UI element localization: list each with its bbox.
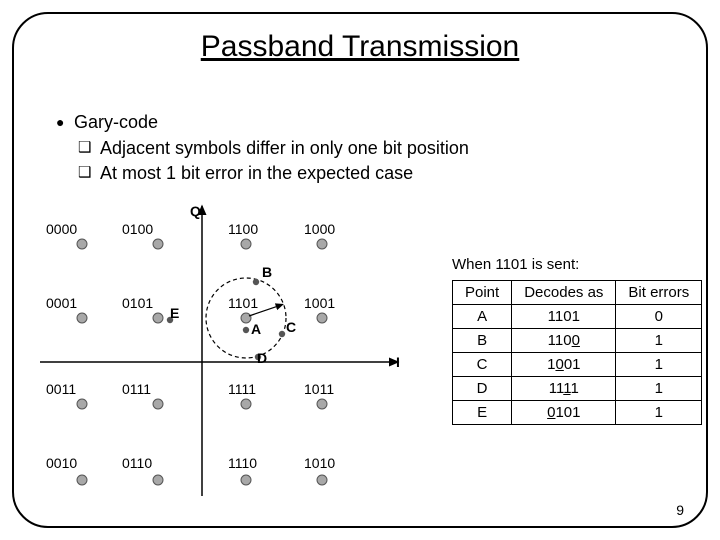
svg-text:Q: Q <box>190 203 201 219</box>
sub-bullet-text: Adjacent symbols differ in only one bit … <box>100 136 469 160</box>
svg-text:1111: 1111 <box>228 381 256 397</box>
svg-text:0001: 0001 <box>46 295 77 311</box>
cell-point: C <box>453 353 512 377</box>
table-header: Decodes as <box>512 281 616 305</box>
cell-point: A <box>453 305 512 329</box>
cell-decodes: 1100 <box>512 329 616 353</box>
sub-bullet-item: ❑ Adjacent symbols differ in only one bi… <box>78 136 680 160</box>
constellation-svg: Q I 0000 0001 0011 0010 0100 0101 0111 0110 1100 11… <box>22 200 418 500</box>
bullet-list: ● Gary-code ❑ Adjacent symbols differ in… <box>56 110 680 186</box>
cell-errors: 1 <box>616 329 702 353</box>
cell-point: B <box>453 329 512 353</box>
page-title: Passband Transmission <box>0 30 720 64</box>
table-row: B11001 <box>453 329 702 353</box>
svg-text:0011: 0011 <box>46 381 76 397</box>
svg-text:A: A <box>251 321 261 337</box>
svg-text:0101: 0101 <box>122 295 153 311</box>
sub-bullet-item: ❑ At most 1 bit error in the expected ca… <box>78 161 680 185</box>
svg-text:1010: 1010 <box>304 455 335 471</box>
constellation-diagram: Q I 0000 0001 0011 0010 0100 0101 0111 0110 1100 11… <box>22 200 418 500</box>
cell-decodes: 1001 <box>512 353 616 377</box>
cell-errors: 1 <box>616 377 702 401</box>
table-header: Point <box>453 281 512 305</box>
sub-bullet-text: At most 1 bit error in the expected case <box>100 161 413 185</box>
svg-text:1101: 1101 <box>228 295 258 311</box>
svg-text:D: D <box>257 350 267 366</box>
table-row: D11111 <box>453 377 702 401</box>
bullet-text: Gary-code <box>74 110 158 134</box>
table-header: Bit errors <box>616 281 702 305</box>
bullet-square-icon: ❑ <box>78 161 100 185</box>
svg-text:0010: 0010 <box>46 455 77 471</box>
cell-errors: 1 <box>616 353 702 377</box>
table-row: A11010 <box>453 305 702 329</box>
table-caption: When 1101 is sent: <box>452 256 579 273</box>
svg-text:0111: 0111 <box>122 381 151 397</box>
bullet-square-icon: ❑ <box>78 136 100 160</box>
table-row: C10011 <box>453 353 702 377</box>
table-row: E01011 <box>453 401 702 425</box>
cell-errors: 1 <box>616 401 702 425</box>
bullet-dot-icon: ● <box>56 110 74 134</box>
svg-text:1001: 1001 <box>304 295 335 311</box>
svg-text:E: E <box>170 305 179 321</box>
cell-decodes: 1111 <box>512 377 616 401</box>
cell-errors: 0 <box>616 305 702 329</box>
page-number: 9 <box>676 502 684 518</box>
table-header-row: Point Decodes as Bit errors <box>453 281 702 305</box>
svg-text:1110: 1110 <box>228 455 257 471</box>
cell-decodes: 0101 <box>512 401 616 425</box>
svg-text:0100: 0100 <box>122 221 153 237</box>
decode-table: Point Decodes as Bit errors A11010B11001… <box>452 280 702 425</box>
cell-point: D <box>453 377 512 401</box>
svg-text:C: C <box>286 319 296 335</box>
svg-text:1100: 1100 <box>228 221 258 237</box>
cell-decodes: 1101 <box>512 305 616 329</box>
svg-text:1000: 1000 <box>304 221 335 237</box>
svg-text:1011: 1011 <box>304 381 334 397</box>
svg-text:0110: 0110 <box>122 455 152 471</box>
bullet-item: ● Gary-code <box>56 110 680 134</box>
svg-text:0000: 0000 <box>46 221 77 237</box>
cell-point: E <box>453 401 512 425</box>
svg-text:B: B <box>262 264 272 280</box>
svg-text:I: I <box>396 354 400 370</box>
